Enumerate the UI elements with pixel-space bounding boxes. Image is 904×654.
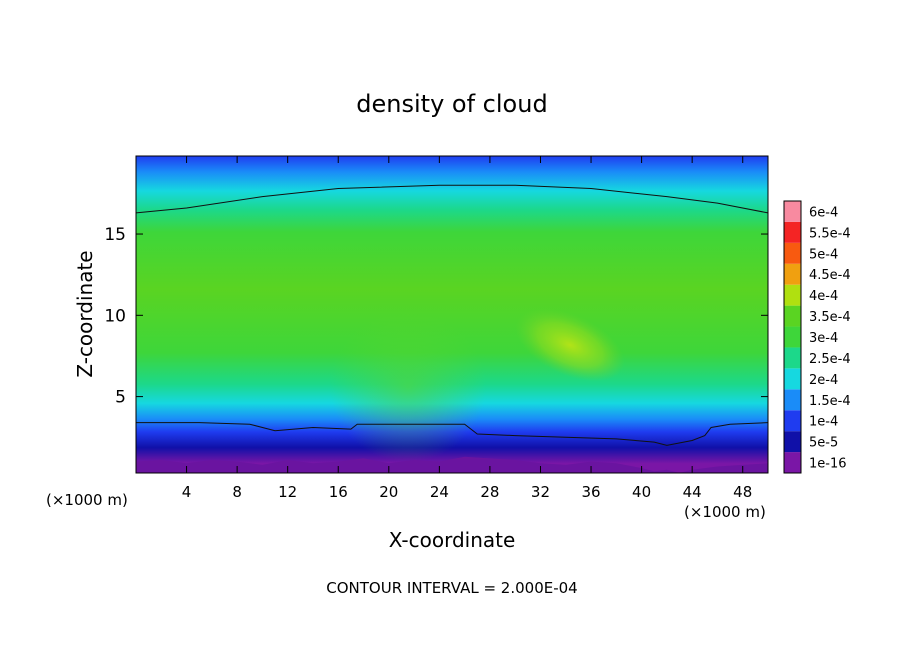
x-tick-label: 40 bbox=[632, 483, 651, 501]
colorbar-swatch bbox=[784, 201, 801, 222]
contour-line-2 bbox=[136, 422, 768, 446]
colorbar-swatch bbox=[784, 326, 801, 348]
y-axis-label: Z-coordinate bbox=[73, 250, 97, 377]
colorbar-label: 3e-4 bbox=[809, 331, 838, 346]
contour-line-1 bbox=[136, 184, 768, 214]
colorbar-swatch bbox=[784, 368, 801, 390]
x-tick-label: 4 bbox=[182, 483, 192, 501]
colorbar-swatch bbox=[784, 242, 801, 264]
y-axis: 5 10 15 bbox=[104, 225, 768, 408]
x-unit-label-left: (×1000 m) bbox=[46, 491, 128, 509]
colorbar-label: 4.5e-4 bbox=[809, 268, 851, 283]
x-unit-label-right: (×1000 m) bbox=[684, 503, 766, 521]
contour-interval-note: CONTOUR INTERVAL = 2.000E-04 bbox=[326, 579, 577, 597]
x-tick-label: 16 bbox=[329, 483, 348, 501]
colorbar-frame bbox=[783, 200, 802, 474]
colorbar-label: 1.5e-4 bbox=[809, 394, 851, 409]
colorbar-label: 2.5e-4 bbox=[809, 352, 851, 367]
chart-title: density of cloud bbox=[356, 90, 547, 118]
y-tick-label: 15 bbox=[104, 225, 126, 245]
x-tick-label: 8 bbox=[232, 483, 242, 501]
colorbar-swatch bbox=[784, 410, 801, 432]
colorbar-swatch bbox=[784, 431, 801, 453]
colorbar-label: 1e-16 bbox=[809, 457, 847, 472]
x-tick-label: 32 bbox=[531, 483, 550, 501]
density-maximum bbox=[515, 308, 625, 382]
colorbar-label: 5.5e-4 bbox=[809, 226, 851, 241]
colorbar-label: 5e-5 bbox=[809, 436, 838, 451]
colorbar-label: 1e-4 bbox=[809, 415, 838, 430]
colorbar-swatch bbox=[784, 389, 801, 411]
colorbar-swatch bbox=[784, 263, 801, 285]
plot-area bbox=[136, 156, 768, 473]
y-tick-label: 10 bbox=[104, 306, 126, 326]
colorbar-swatch bbox=[784, 284, 801, 306]
x-axis-label: X-coordinate bbox=[389, 528, 516, 552]
x-axis: 4 8 12 16 20 24 28 32 36 40 44 48 bbox=[182, 156, 752, 501]
colorbar-label: 6e-4 bbox=[809, 205, 838, 220]
x-tick-label: 36 bbox=[581, 483, 600, 501]
colorbar-label: 5e-4 bbox=[809, 247, 838, 262]
colorbar-label: 4e-4 bbox=[809, 289, 838, 304]
colorbar-label: 3.5e-4 bbox=[809, 310, 851, 325]
colorbar-swatch bbox=[784, 221, 801, 243]
colorbar-swatch bbox=[784, 305, 801, 327]
x-tick-label: 44 bbox=[683, 483, 702, 501]
colorbar-label: 2e-4 bbox=[809, 373, 838, 388]
x-tick-label: 24 bbox=[430, 483, 449, 501]
x-tick-label: 12 bbox=[278, 483, 297, 501]
colorbar-swatch bbox=[784, 452, 801, 473]
ground-fringe bbox=[136, 456, 768, 473]
x-tick-label: 48 bbox=[733, 483, 752, 501]
colorbar: 1e-16 5e-5 1e-4 1.5e-4 2e-4 2.5e-4 3e-4 3.5e-4 4… bbox=[783, 200, 851, 474]
x-tick-label: 28 bbox=[480, 483, 499, 501]
colorbar-swatch bbox=[784, 347, 801, 369]
plot-frame bbox=[135, 155, 769, 474]
y-tick-label: 5 bbox=[115, 388, 126, 408]
dome-feature bbox=[330, 312, 486, 462]
x-tick-label: 20 bbox=[379, 483, 398, 501]
